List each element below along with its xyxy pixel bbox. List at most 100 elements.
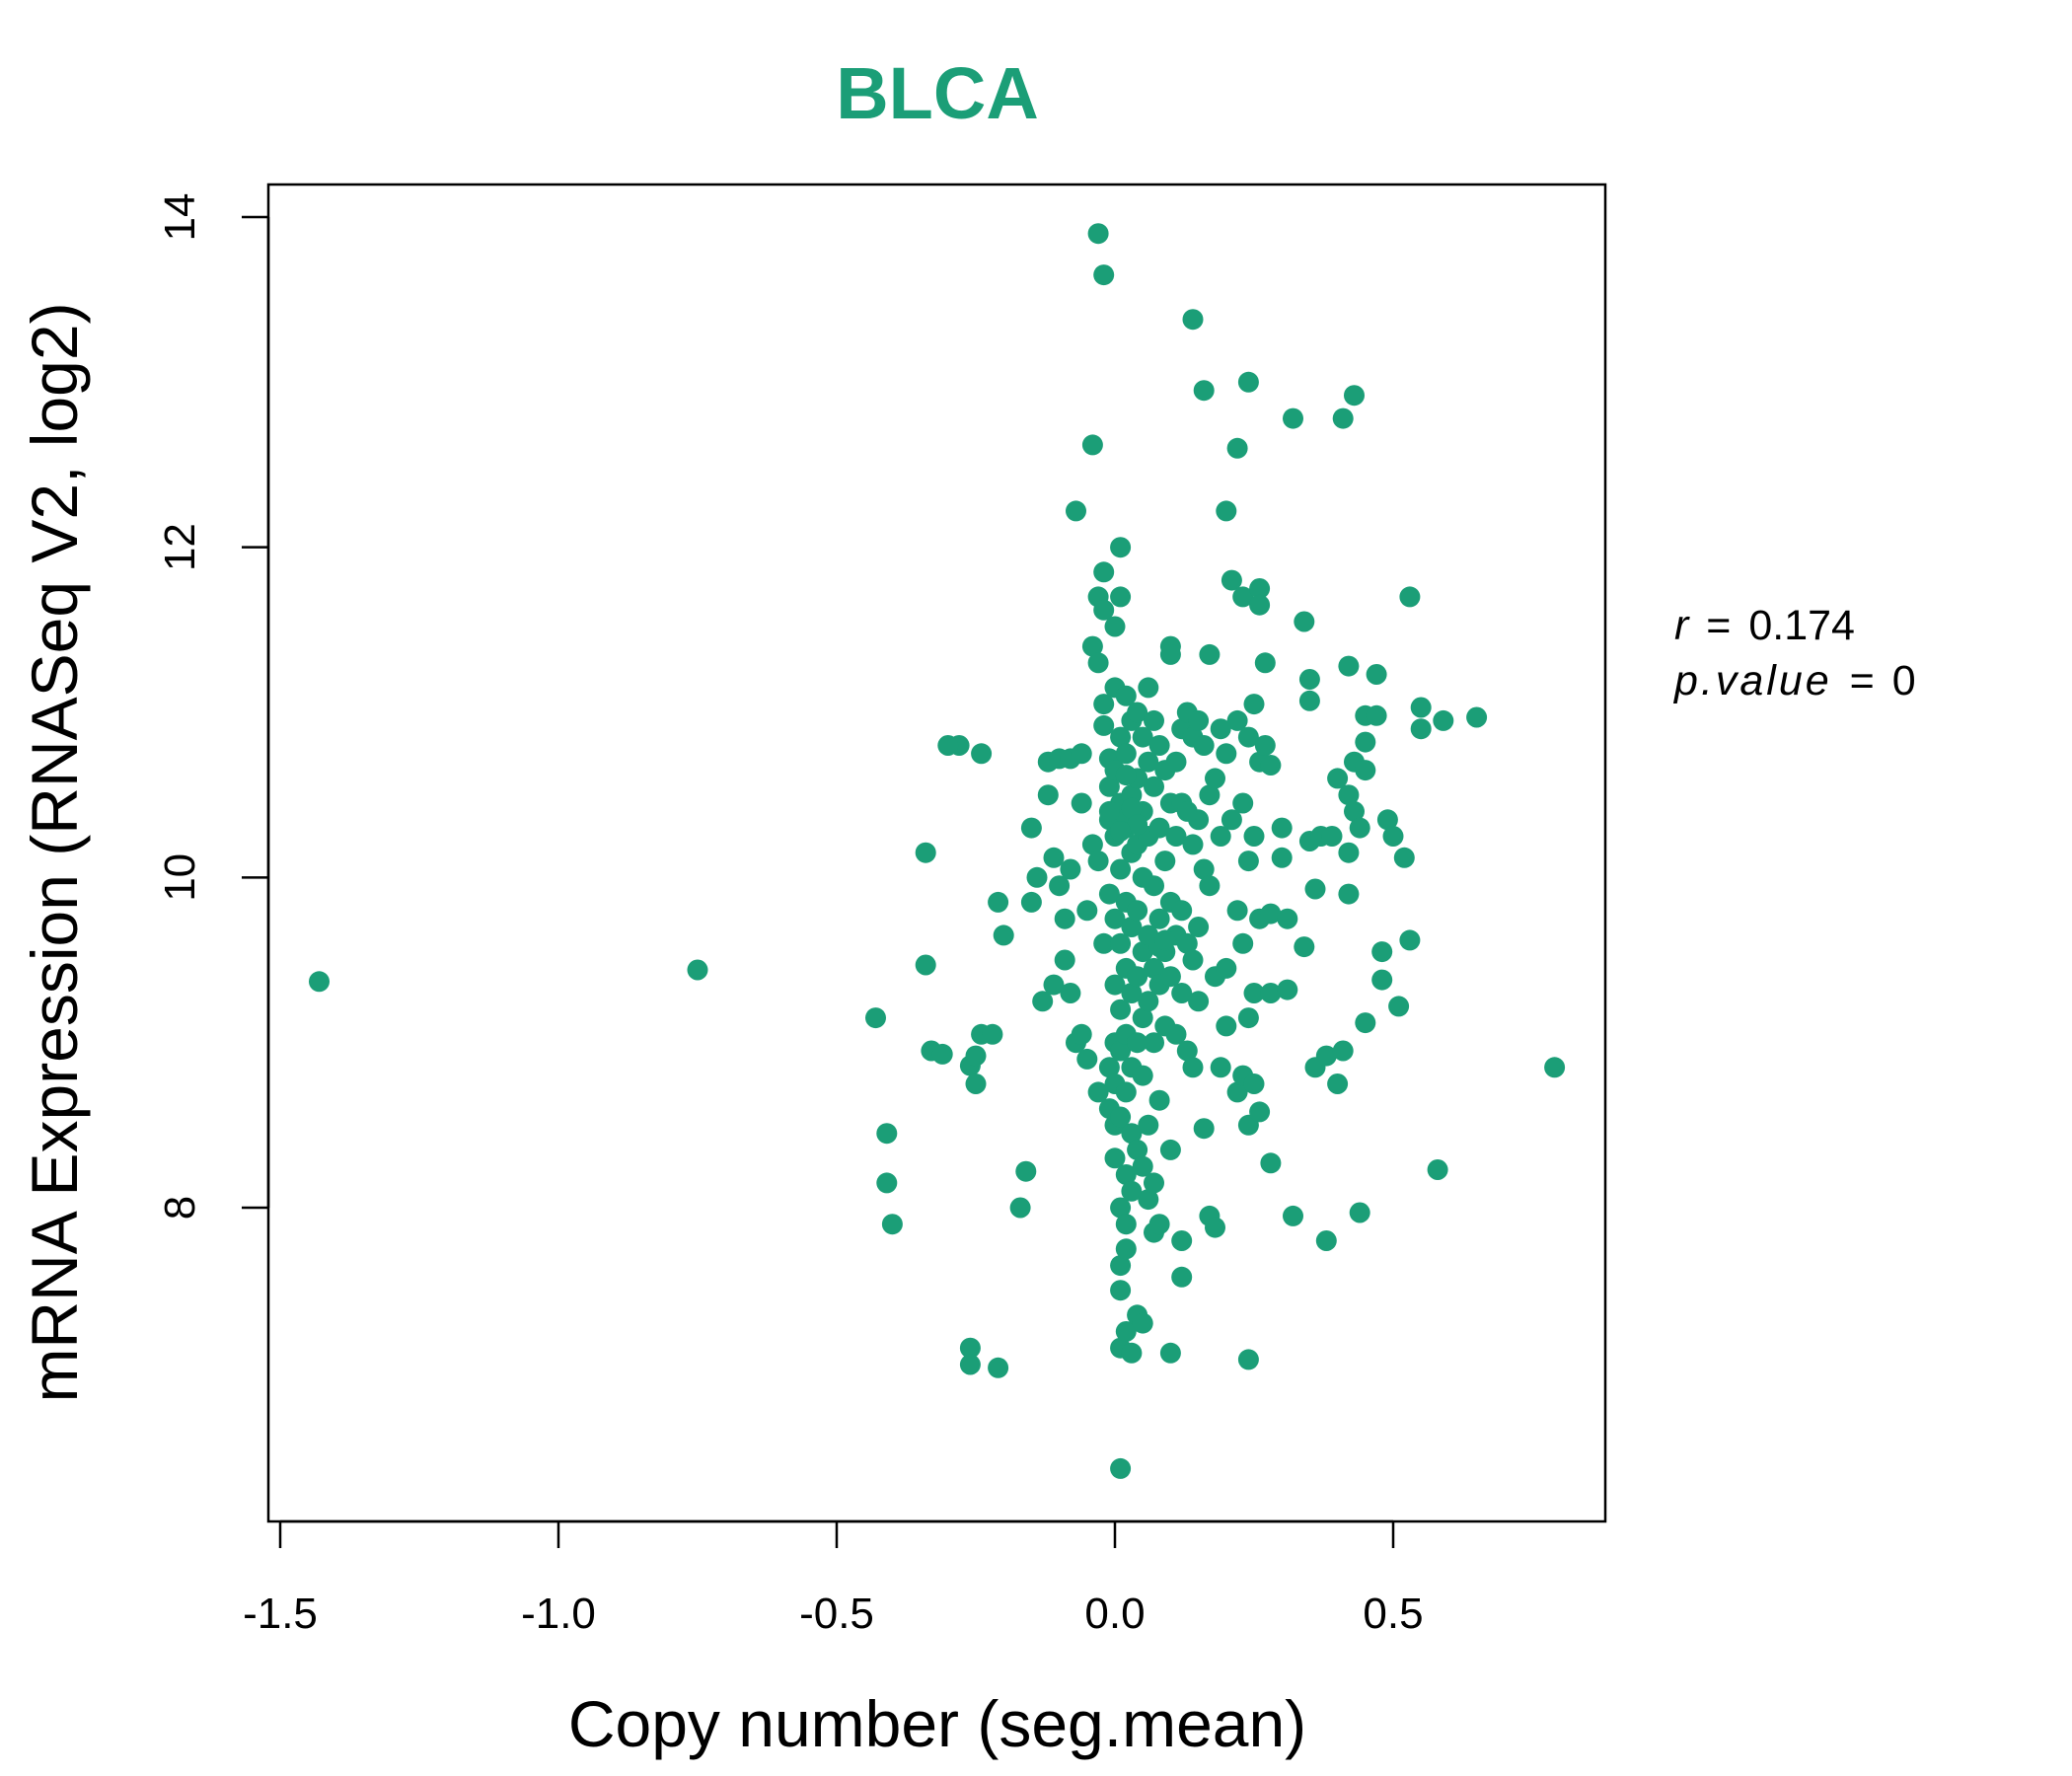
svg-text:p.value = 0: p.value = 0 [1672, 657, 1916, 704]
data-point-41 [1071, 743, 1092, 765]
data-point-240 [1304, 878, 1326, 900]
data-point-12 [965, 1045, 987, 1067]
data-point-2 [865, 1007, 886, 1029]
x-axis: -1.5 -1.0 -0.5 0.0 0.5 [243, 1519, 1424, 1638]
data-point-196 [1216, 957, 1237, 979]
data-point-23 [1015, 1160, 1037, 1182]
data-point-269 [1388, 996, 1410, 1017]
data-point-122 [1132, 1007, 1153, 1029]
data-point-50 [1087, 1081, 1109, 1103]
x-tick-label-1: -1.0 [521, 1590, 596, 1638]
data-point-171 [1182, 309, 1204, 331]
data-point-64 [1093, 694, 1115, 715]
data-point-203 [1226, 1081, 1248, 1103]
data-point-234 [1283, 1205, 1303, 1226]
data-point-272 [1399, 929, 1421, 951]
data-point-105 [1121, 983, 1143, 1003]
data-point-19 [959, 1337, 981, 1359]
data-point-25 [1020, 891, 1042, 913]
points-layer [309, 223, 1566, 1479]
data-point-39 [1066, 500, 1086, 522]
data-point-77 [1110, 586, 1132, 608]
data-point-179 [1188, 991, 1210, 1012]
data-point-36 [1060, 858, 1081, 880]
data-point-253 [1338, 883, 1360, 905]
data-point-235 [1294, 611, 1315, 632]
data-point-82 [1110, 999, 1132, 1020]
data-point-158 [1165, 826, 1187, 847]
data-point-131 [1138, 1114, 1159, 1136]
data-point-244 [1315, 1230, 1337, 1251]
data-point-251 [1338, 784, 1360, 806]
data-point-256 [1344, 800, 1365, 822]
data-point-145 [1148, 1214, 1170, 1235]
x-tick-label-3: 0.0 [1084, 1590, 1145, 1638]
data-point-163 [1171, 900, 1193, 922]
data-point-195 [1216, 743, 1237, 765]
data-point-124 [1132, 1155, 1153, 1177]
data-point-223 [1254, 652, 1276, 674]
data-point-0 [309, 971, 330, 993]
data-point-201 [1226, 709, 1248, 731]
data-point-45 [1076, 1048, 1098, 1070]
data-point-252 [1338, 842, 1360, 863]
data-point-6 [915, 842, 936, 863]
data-point-229 [1271, 817, 1293, 839]
data-point-70 [1104, 908, 1126, 929]
data-point-140 [1148, 735, 1170, 756]
data-point-194 [1216, 500, 1237, 522]
data-point-154 [1159, 966, 1181, 988]
data-point-160 [1165, 1023, 1187, 1045]
y-tick-label-1: 10 [156, 853, 204, 902]
data-point-271 [1399, 586, 1421, 608]
x-tick-label-2: -0.5 [799, 1590, 874, 1638]
data-point-99 [1115, 1238, 1137, 1260]
data-point-192 [1210, 826, 1231, 847]
data-point-5 [881, 1214, 903, 1235]
y-tick-label-3: 14 [156, 193, 204, 242]
data-point-58 [1098, 1057, 1120, 1078]
data-point-284 [1127, 814, 1148, 836]
data-point-184 [1199, 643, 1221, 665]
data-point-206 [1232, 932, 1254, 954]
stats-annotation: r = 0.174 p.value = 0 [1672, 602, 1916, 704]
data-point-264 [1366, 704, 1387, 726]
data-point-52 [1093, 599, 1115, 621]
data-point-125 [1132, 1312, 1153, 1334]
data-point-214 [1243, 694, 1265, 715]
data-point-142 [1148, 908, 1170, 929]
data-point-3 [876, 1123, 898, 1145]
data-point-217 [1243, 1073, 1265, 1094]
data-point-226 [1260, 903, 1282, 925]
data-point-180 [1193, 380, 1215, 402]
data-point-147 [1154, 851, 1176, 872]
data-point-157 [1165, 751, 1187, 773]
data-point-141 [1148, 817, 1170, 839]
data-point-170 [1176, 1040, 1198, 1062]
data-point-231 [1277, 908, 1298, 929]
y-axis: 8 10 12 14 [156, 193, 270, 1220]
data-point-274 [1410, 718, 1432, 740]
data-point-116 [1127, 1139, 1148, 1160]
data-point-16 [982, 1023, 1003, 1045]
data-point-110 [1127, 702, 1148, 723]
data-point-34 [1054, 949, 1075, 971]
data-point-137 [1144, 1032, 1164, 1054]
data-point-60 [1087, 223, 1109, 245]
data-point-216 [1243, 983, 1265, 1003]
data-point-29 [1037, 784, 1059, 806]
data-point-138 [1144, 1172, 1164, 1194]
data-point-190 [1205, 1217, 1225, 1238]
data-point-227 [1260, 983, 1282, 1003]
data-point-132 [1138, 1189, 1159, 1211]
data-point-199 [1221, 809, 1242, 831]
data-point-283 [1121, 797, 1143, 819]
data-point-43 [1071, 1023, 1092, 1045]
data-point-268 [1382, 826, 1404, 847]
data-point-181 [1193, 735, 1215, 756]
data-point-30 [1043, 847, 1065, 868]
data-point-155 [1159, 1139, 1181, 1160]
stats-r-value: 0.174 [1748, 602, 1855, 649]
data-point-169 [1176, 932, 1198, 954]
